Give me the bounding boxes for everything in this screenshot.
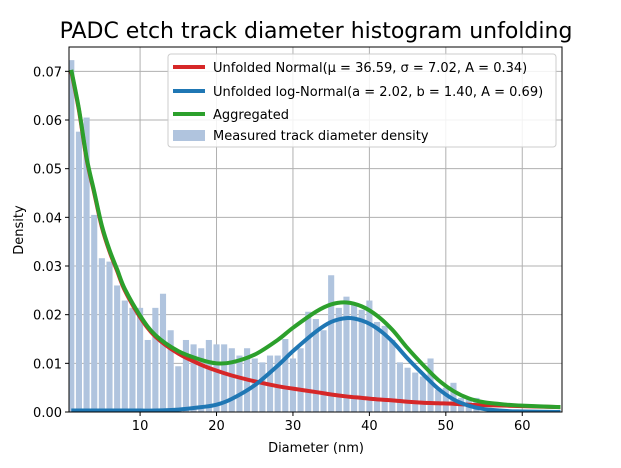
histogram-bar bbox=[198, 348, 205, 412]
histogram-bar bbox=[435, 389, 442, 412]
histogram-bar bbox=[98, 258, 105, 412]
curve-lines bbox=[69, 69, 561, 412]
x-tick-label: 30 bbox=[285, 419, 302, 434]
aggregated-curve bbox=[69, 69, 561, 410]
y-tick-label: 0.06 bbox=[33, 114, 62, 129]
histogram-bar bbox=[167, 330, 174, 412]
lognormal-curve bbox=[71, 316, 561, 412]
histogram-bar bbox=[328, 275, 335, 412]
histogram-bar bbox=[442, 387, 449, 412]
histogram-bar bbox=[137, 307, 144, 412]
histogram-bar bbox=[358, 309, 365, 412]
histogram-bar bbox=[343, 296, 350, 412]
y-tick-label: 0.03 bbox=[33, 260, 62, 275]
legend-box bbox=[167, 53, 557, 148]
histogram-bar bbox=[121, 300, 128, 412]
histogram-bar bbox=[213, 344, 220, 412]
histogram-bar bbox=[159, 293, 167, 412]
histogram-bar bbox=[389, 339, 396, 412]
histogram-bar bbox=[83, 117, 90, 413]
histogram-bar bbox=[91, 214, 98, 412]
histogram-bar bbox=[297, 348, 304, 412]
histogram-bar bbox=[236, 355, 243, 412]
histogram-bar bbox=[373, 321, 381, 412]
histogram-bar bbox=[320, 330, 327, 412]
histogram-bar bbox=[221, 344, 228, 412]
x-tick-label: 20 bbox=[208, 419, 225, 434]
histogram-bar bbox=[351, 303, 358, 412]
y-tick-label: 0.01 bbox=[33, 357, 62, 372]
y-tick-label: 0.04 bbox=[33, 211, 62, 226]
x-tick-label: 40 bbox=[361, 419, 378, 434]
y-axis-label: Density bbox=[12, 205, 27, 255]
histogram-bar bbox=[282, 339, 289, 412]
y-tick-label: 0.00 bbox=[33, 406, 62, 421]
chart-title: PADC etch track diameter histogram unfol… bbox=[60, 19, 573, 44]
legend-label-normal: Unfolded Normal(μ = 36.59, σ = 7.02, A =… bbox=[213, 61, 527, 76]
legend-label-lognormal: Unfolded log-Normal(a = 2.02, b = 1.40, … bbox=[213, 85, 543, 100]
x-tick-label: 10 bbox=[132, 419, 149, 434]
y-tick-label: 0.07 bbox=[33, 65, 62, 80]
histogram-bar bbox=[289, 358, 297, 412]
histogram-bar bbox=[228, 348, 235, 412]
histogram-bar bbox=[419, 376, 426, 412]
histogram-bar bbox=[69, 60, 75, 412]
x-axis-label: Diameter (nm) bbox=[268, 441, 364, 456]
histogram-bar bbox=[305, 311, 312, 412]
histogram-bar bbox=[190, 344, 197, 412]
legend-label-aggregated: Aggregated bbox=[213, 108, 289, 123]
histogram-bar bbox=[144, 339, 151, 412]
histogram-bar bbox=[427, 358, 434, 412]
histogram-bar bbox=[182, 339, 190, 412]
histogram-bar bbox=[335, 307, 342, 412]
x-tick-label: 60 bbox=[514, 419, 531, 434]
histogram-bar bbox=[175, 366, 182, 412]
histogram-bar bbox=[152, 307, 159, 412]
legend: Unfolded Normal(μ = 36.59, σ = 7.02, A =… bbox=[167, 53, 557, 148]
plot-frame bbox=[68, 46, 563, 413]
histogram-bar bbox=[205, 339, 212, 412]
y-tick-label: 0.05 bbox=[33, 163, 62, 178]
legend-swatch-histogram bbox=[173, 130, 205, 141]
histogram-bar bbox=[259, 362, 266, 412]
histogram-bar bbox=[274, 355, 281, 412]
histogram-bar bbox=[396, 362, 404, 412]
legend-label-histogram: Measured track diameter density bbox=[213, 129, 429, 144]
x-tick-label: 50 bbox=[438, 419, 455, 434]
histogram-bar bbox=[404, 367, 411, 412]
histogram-bar bbox=[381, 325, 388, 412]
axis-ticks: 10 20 30 40 50 60 0.00 0.01 0.02 0.03 0.04 0.05 0.06… bbox=[33, 65, 530, 434]
histogram-bar bbox=[412, 372, 419, 412]
histogram-bar bbox=[106, 261, 113, 412]
histogram-bar bbox=[114, 285, 121, 412]
y-tick-label: 0.02 bbox=[33, 309, 62, 324]
histogram-bar bbox=[312, 319, 319, 412]
histogram-bar bbox=[75, 131, 82, 412]
histogram-bar bbox=[366, 300, 373, 412]
histogram-bar bbox=[129, 307, 136, 412]
